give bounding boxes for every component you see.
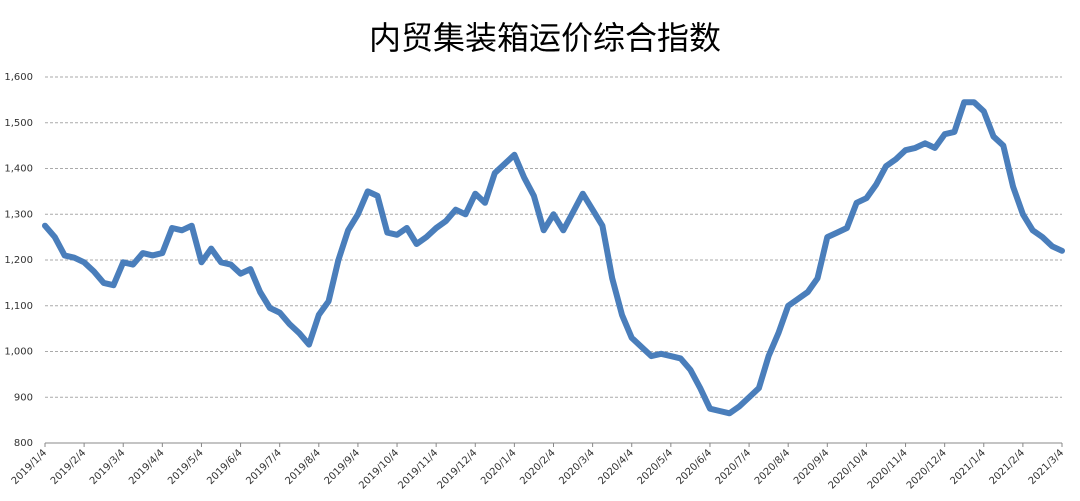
y-tick-label: 1,100 xyxy=(4,301,33,312)
y-tick-label: 1,200 xyxy=(4,255,33,266)
y-tick-label: 800 xyxy=(14,438,33,449)
x-tick-label: 2020/5/4 xyxy=(636,447,676,487)
y-tick-label: 1,600 xyxy=(4,72,33,83)
x-tick-label: 2020/4/4 xyxy=(596,447,636,487)
x-tick-label: 2021/3/4 xyxy=(1027,447,1067,487)
x-tick-label: 2020/8/4 xyxy=(753,447,793,487)
y-tick-label: 900 xyxy=(14,392,33,403)
x-tick-label: 2019/7/4 xyxy=(244,447,284,487)
x-tick-label: 2019/10/4 xyxy=(357,447,401,491)
x-tick-label: 2019/12/4 xyxy=(435,447,479,491)
x-tick-label: 2020/10/4 xyxy=(827,447,871,491)
x-tick-label: 2019/1/4 xyxy=(10,447,50,487)
x-tick-label: 2020/2/4 xyxy=(518,447,558,487)
x-tick-label: 2020/7/4 xyxy=(714,447,754,487)
x-tick-label: 2020/6/4 xyxy=(675,447,715,487)
data-line xyxy=(42,99,1065,417)
x-tick-label: 2020/1/4 xyxy=(479,447,519,487)
x-tick-label: 2019/6/4 xyxy=(205,447,245,487)
x-tick-label: 2019/5/4 xyxy=(166,447,206,487)
y-tick-label: 1,400 xyxy=(4,164,33,175)
x-tick-label: 2021/1/4 xyxy=(948,447,988,487)
y-tick-label: 1,500 xyxy=(4,118,33,129)
x-tick-label: 2019/11/4 xyxy=(396,447,440,491)
chart-title: 内贸集装箱运价综合指数 xyxy=(369,19,721,57)
x-tick-label: 2021/2/4 xyxy=(988,447,1028,487)
y-tick-label: 1,300 xyxy=(4,209,33,220)
x-tick-label: 2019/2/4 xyxy=(49,447,89,487)
x-tick-label: 2019/4/4 xyxy=(127,447,167,487)
x-tick-label: 2019/3/4 xyxy=(88,447,128,487)
x-tick-label: 2020/11/4 xyxy=(866,447,910,491)
x-tick-label: 2019/9/4 xyxy=(323,447,363,487)
y-tick-label: 1,000 xyxy=(4,347,33,358)
x-tick-label: 2020/9/4 xyxy=(792,447,832,487)
x-tick-label: 2019/8/4 xyxy=(284,447,324,487)
x-tick-label: 2020/12/4 xyxy=(905,447,949,491)
x-tick-label: 2020/3/4 xyxy=(557,447,597,487)
